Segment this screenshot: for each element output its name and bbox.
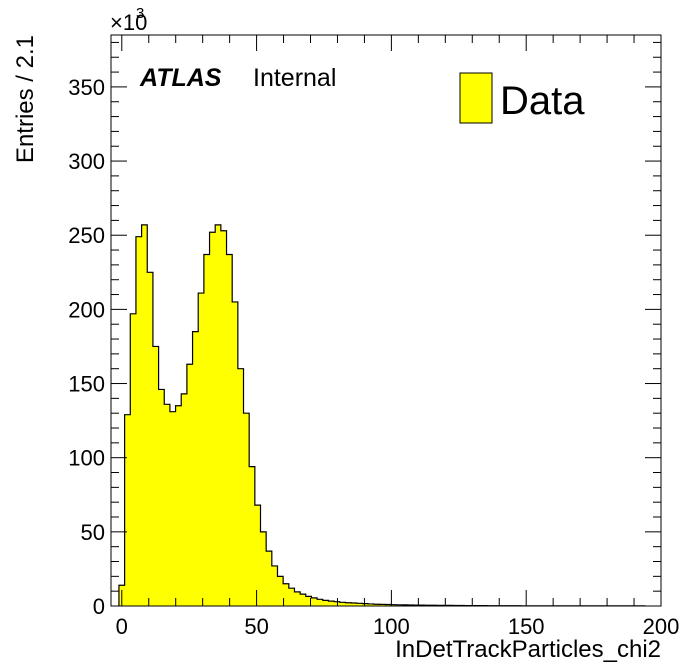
y-tick-label: 100 — [68, 446, 105, 471]
histogram-bin — [300, 594, 306, 606]
y-multiplier-base: ×10 — [110, 10, 147, 35]
histogram-bin — [152, 346, 159, 606]
histogram-bin — [158, 389, 165, 606]
y-tick-label: 150 — [68, 372, 105, 397]
histogram-bin — [124, 414, 131, 606]
histogram-bin — [203, 254, 210, 606]
histogram-bin — [362, 603, 369, 606]
histogram-bin — [379, 604, 386, 606]
tick-labels: 0 50 100 150 200 0 50 100 150 200 250 300 350 — [68, 75, 679, 639]
histogram-bin — [322, 600, 329, 606]
legend-label: Data — [500, 79, 585, 123]
histogram-bin — [317, 599, 323, 606]
histogram-bin — [254, 505, 261, 606]
y-tick-label: 300 — [68, 149, 105, 174]
histogram-bin — [271, 565, 278, 606]
atlas-label: ATLAS — [139, 64, 222, 92]
histogram-bin — [351, 603, 357, 606]
histogram-bin — [220, 230, 227, 606]
histogram-bin — [339, 602, 346, 606]
histogram-bin — [135, 236, 142, 606]
histogram-bin — [169, 411, 176, 606]
y-tick-label: 350 — [68, 75, 105, 100]
histogram-bin — [237, 368, 244, 606]
histogram-bin — [147, 272, 153, 606]
histogram-bin — [226, 254, 233, 606]
histogram-bin — [390, 604, 397, 606]
histogram-bin — [130, 313, 136, 606]
histogram-bin — [373, 604, 380, 606]
atlas-status-label: Internal — [253, 64, 336, 92]
y-axis-title: Entries / 2.1 — [12, 35, 39, 163]
histogram-bin — [266, 551, 272, 606]
histogram-bin — [215, 224, 221, 606]
histogram-bin — [288, 588, 295, 606]
axis-ticks — [111, 35, 662, 607]
histogram-bin — [209, 232, 216, 606]
y-multiplier-power: 3 — [136, 5, 144, 22]
x-axis-title: InDetTrackParticles_chi2 — [395, 636, 661, 663]
histogram-bin — [283, 583, 289, 606]
histogram-bin — [277, 576, 284, 606]
legend-swatch — [459, 72, 493, 124]
histogram-bin — [192, 331, 199, 606]
y-tick-label: 0 — [93, 594, 105, 619]
histogram-bars — [118, 224, 646, 607]
plot-frame — [110, 34, 662, 607]
histogram-bin — [305, 596, 312, 606]
histogram-bin — [311, 597, 318, 606]
histogram-bin — [368, 603, 374, 606]
x-tick-label: 100 — [373, 614, 410, 639]
histogram-bin — [385, 604, 391, 606]
histogram-bin — [356, 603, 363, 606]
histogram-bin — [243, 413, 250, 606]
histogram-bin — [141, 224, 148, 606]
x-tick-label: 50 — [244, 614, 268, 639]
histogram-bin — [186, 364, 193, 606]
histogram-bin — [249, 466, 255, 606]
x-tick-label: 200 — [643, 614, 680, 639]
histogram-bin — [198, 293, 204, 606]
histogram-bin — [260, 531, 267, 606]
histogram-bin — [294, 591, 301, 606]
histogram-bin — [175, 405, 182, 606]
histogram-bin — [328, 601, 335, 606]
histogram-bin — [334, 601, 340, 606]
histogram-bin — [181, 393, 187, 606]
x-tick-label: 0 — [116, 614, 128, 639]
y-tick-label: 50 — [81, 520, 105, 545]
histogram-bin — [345, 602, 352, 606]
y-tick-label: 250 — [68, 223, 105, 248]
x-tick-label: 150 — [508, 614, 545, 639]
histogram-bin — [164, 404, 170, 606]
y-tick-label: 200 — [68, 297, 105, 322]
histogram-bin — [232, 301, 238, 606]
